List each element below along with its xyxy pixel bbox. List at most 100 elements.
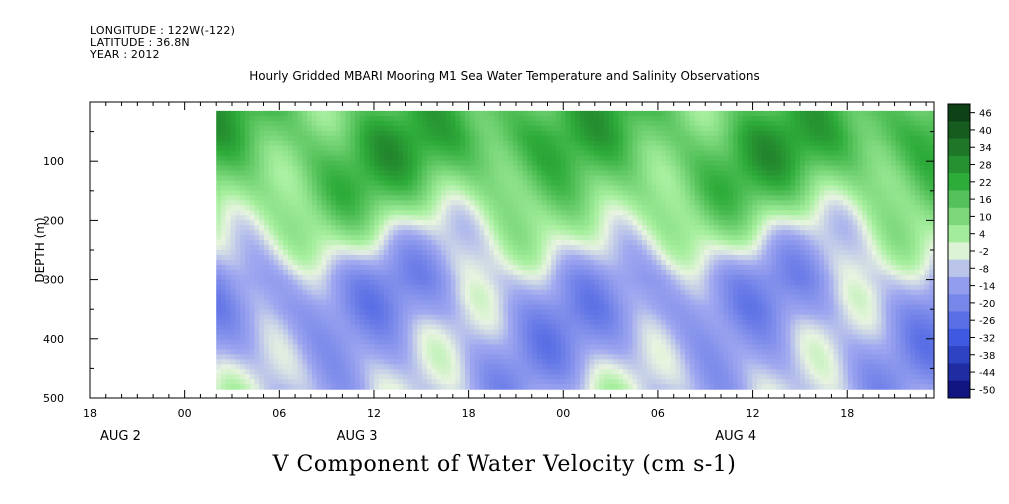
heatmap-cell	[584, 304, 591, 311]
heatmap-cell	[378, 150, 385, 157]
heatmap-cell	[479, 180, 485, 187]
heatmap-cell	[249, 329, 256, 336]
heatmap-cell	[522, 374, 528, 380]
heatmap-cell	[374, 344, 380, 350]
heatmap-cell	[589, 309, 595, 316]
heatmap-cell	[460, 150, 466, 157]
heatmap-cell	[618, 314, 624, 321]
heatmap-cell	[613, 384, 619, 390]
heatmap-cell	[378, 329, 385, 336]
heatmap-cell	[311, 264, 318, 271]
heatmap-cell	[599, 225, 605, 231]
heatmap-cell	[398, 339, 404, 345]
heatmap-cell	[331, 319, 337, 326]
heatmap-cell	[527, 319, 533, 326]
heatmap-cell	[287, 319, 294, 326]
heatmap-cell	[307, 324, 313, 331]
heatmap-cell	[273, 274, 280, 281]
heatmap-cell	[398, 344, 404, 350]
heatmap-cell	[637, 150, 643, 157]
heatmap-cell	[369, 369, 375, 375]
heatmap-cell	[560, 210, 567, 216]
heatmap-cell	[441, 115, 447, 122]
heatmap-cell	[273, 155, 280, 162]
heatmap-cell	[579, 225, 586, 231]
heatmap-cell	[450, 319, 457, 326]
heatmap-cell	[508, 269, 514, 276]
heatmap-cell	[388, 294, 394, 301]
heatmap-cell	[608, 304, 614, 311]
heatmap-cell	[225, 284, 232, 291]
heatmap-cell	[575, 195, 581, 201]
heatmap-cell	[388, 145, 394, 152]
heatmap-cell	[575, 324, 581, 331]
heatmap-cell	[546, 279, 552, 286]
heatmap-cell	[503, 245, 509, 251]
heatmap-cell	[350, 324, 356, 331]
heatmap-cell	[445, 369, 452, 375]
heatmap-cell	[340, 210, 347, 216]
heatmap-cell	[445, 150, 452, 157]
heatmap-cell	[479, 359, 485, 365]
heatmap-cell	[503, 259, 509, 266]
heatmap-cell	[374, 220, 380, 226]
heatmap-cell	[302, 279, 308, 286]
heatmap-cell	[307, 170, 313, 177]
heatmap-cell	[570, 274, 576, 281]
heatmap-cell	[536, 120, 543, 127]
heatmap-cell	[594, 334, 600, 341]
heatmap-cell	[431, 115, 437, 122]
heatmap-cell	[340, 374, 347, 380]
heatmap-cell	[287, 324, 294, 331]
heatmap-cell	[527, 175, 533, 182]
heatmap-cell	[455, 264, 461, 271]
heatmap-cell	[551, 200, 557, 206]
heatmap-cell	[632, 145, 638, 152]
heatmap-cell	[307, 369, 313, 375]
heatmap-cell	[326, 165, 332, 172]
heatmap-cell	[579, 344, 586, 350]
heatmap-cell	[618, 289, 624, 296]
heatmap-cell	[637, 160, 643, 167]
heatmap-cell	[637, 354, 643, 360]
heatmap-cell	[316, 344, 323, 350]
heatmap-cell	[302, 115, 308, 122]
heatmap-cell	[259, 294, 265, 301]
heatmap-cell	[503, 195, 509, 201]
heatmap-cell	[469, 215, 476, 221]
heatmap-cell	[488, 324, 495, 331]
heatmap-cell	[546, 374, 552, 380]
heatmap-cell	[570, 235, 576, 241]
heatmap-cell	[445, 384, 452, 390]
heatmap-cell	[512, 200, 519, 206]
heatmap-cell	[369, 299, 375, 306]
heatmap-cell	[388, 259, 394, 266]
heatmap-cell	[460, 170, 466, 177]
heatmap-cell	[220, 120, 227, 127]
heatmap-cell	[565, 259, 571, 266]
heatmap-cell	[484, 180, 490, 187]
heatmap-cell	[536, 240, 543, 246]
heatmap-cell	[445, 289, 452, 296]
heatmap-cell	[225, 140, 232, 147]
heatmap-cell	[326, 240, 332, 246]
heatmap-cell	[488, 314, 495, 321]
heatmap-cell	[589, 225, 595, 231]
heatmap-cell	[321, 304, 327, 311]
heatmap-cell	[331, 250, 337, 256]
heatmap-cell	[230, 384, 236, 390]
heatmap-cell	[326, 200, 332, 206]
heatmap-cell	[225, 210, 232, 216]
heatmap-cell	[488, 274, 495, 281]
heatmap-cell	[335, 299, 342, 306]
heatmap-cell	[584, 254, 591, 261]
heatmap-cell	[493, 354, 500, 360]
heatmap-cell	[622, 120, 629, 127]
heatmap-cell	[259, 240, 265, 246]
heatmap-cell	[575, 225, 581, 231]
heatmap-cell	[421, 145, 428, 152]
heatmap-cell	[249, 215, 256, 221]
heatmap-cell	[273, 245, 280, 251]
heatmap-cell	[287, 304, 294, 311]
heatmap-cell	[575, 259, 581, 266]
